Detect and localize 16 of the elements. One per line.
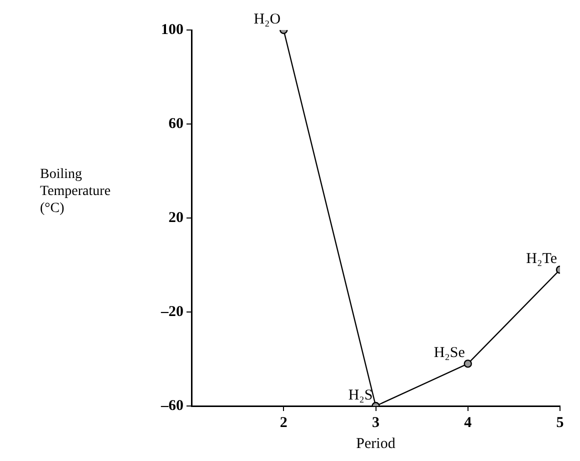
x-tick-label: 5	[556, 414, 564, 431]
annotation: H₂S	[348, 387, 373, 404]
y-tick-label: –60	[160, 398, 184, 414]
x-axis-title: Period	[356, 436, 396, 452]
x-tick-label: 4	[464, 414, 472, 431]
y-axis-title: Boiling Temperature (°C)	[40, 166, 112, 217]
x-tick-label: 2	[280, 414, 288, 431]
annotation: H₂Se	[434, 345, 466, 362]
y-tick-label: –20	[160, 304, 184, 320]
y-tick-label: 20	[168, 210, 184, 226]
annotation: H₂O	[254, 11, 281, 28]
annotation: H₂Te	[526, 251, 558, 268]
point	[464, 360, 472, 368]
y-tick-label: 60	[168, 116, 184, 132]
y-tick-label: 100	[161, 22, 184, 38]
x-tick-label: 3	[372, 414, 380, 431]
